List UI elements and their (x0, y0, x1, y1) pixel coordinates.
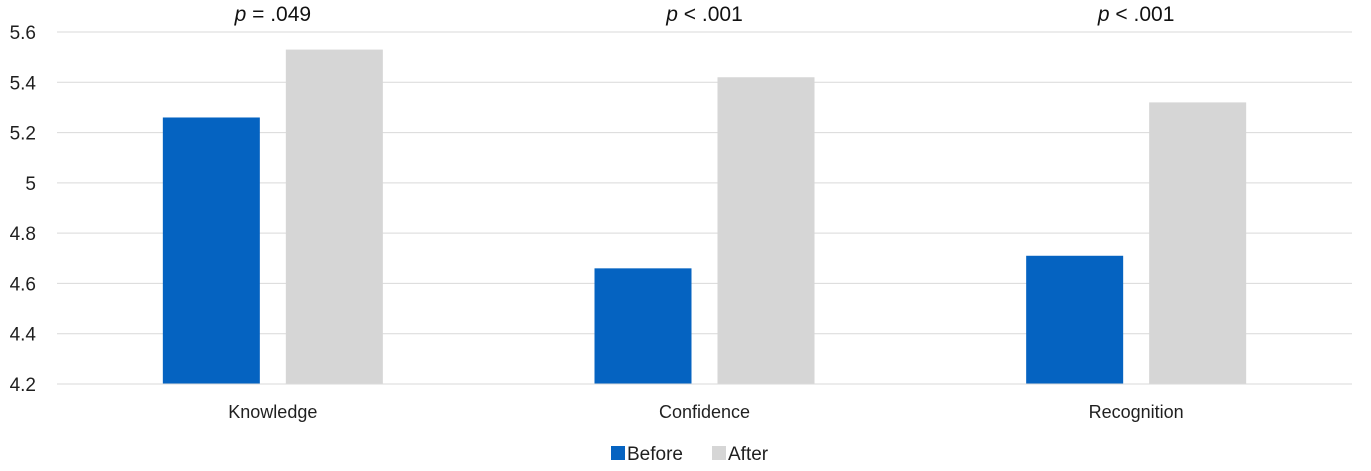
legend-label-before: Before (627, 444, 683, 465)
bar-before-recognition (1026, 255, 1124, 384)
significance-annotations: p = .049 p < .001 p < .001 (234, 3, 1175, 26)
y-tick-label: 4.2 (10, 375, 36, 396)
y-tick-label: 5.4 (10, 73, 37, 94)
x-category-label: Confidence (659, 402, 750, 422)
x-category-label: Knowledge (228, 402, 317, 422)
category-labels: Knowledge Confidence Recognition (228, 402, 1183, 422)
p-value-annotation: p < .001 (1097, 3, 1175, 26)
y-tick-label: 4.6 (10, 274, 36, 295)
y-axis-tick-labels: 4.2 4.4 4.6 4.8 5 5.2 5.4 5.6 (10, 23, 37, 396)
p-value-annotation: p = .049 (234, 3, 312, 26)
gridlines (57, 31, 1352, 335)
legend-label-after: After (728, 444, 769, 465)
legend-swatch-after (712, 446, 726, 460)
legend-swatch-before (611, 446, 625, 460)
y-tick-label: 4.8 (10, 224, 36, 245)
bar-after-confidence (717, 77, 815, 384)
x-category-label: Recognition (1089, 402, 1184, 422)
y-tick-label: 5.2 (10, 124, 36, 145)
bars (162, 49, 1247, 385)
legend: Before After (611, 444, 769, 465)
bar-before-knowledge (162, 117, 260, 384)
y-tick-label: 5 (25, 174, 36, 195)
bar-after-knowledge (285, 49, 383, 384)
p-value-annotation: p < .001 (665, 3, 743, 26)
bar-before-confidence (594, 268, 692, 384)
y-tick-label: 5.6 (10, 23, 36, 44)
bar-after-recognition (1149, 102, 1247, 385)
y-tick-label: 4.4 (10, 325, 37, 346)
